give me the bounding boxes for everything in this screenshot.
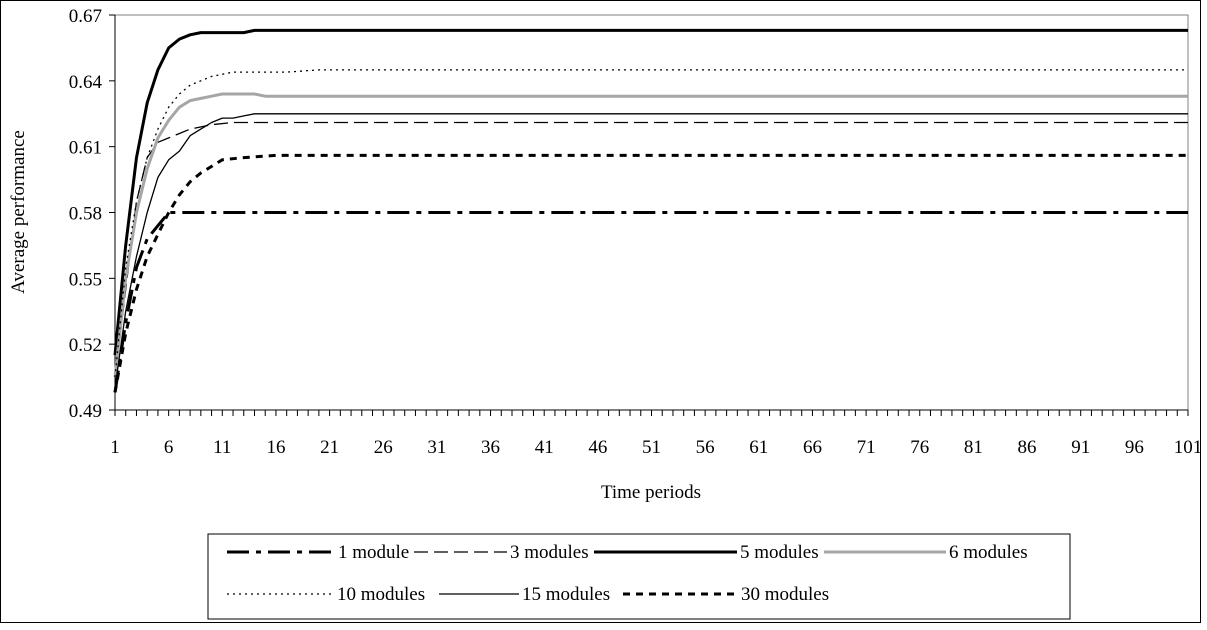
y-tick-label: 0.58 [69,204,102,225]
x-tick-label: 81 [964,437,983,458]
legend-label: 30 modules [741,584,829,605]
x-tick-label: 21 [320,437,339,458]
x-tick-label: 6 [164,437,174,458]
y-axis: 0.49 0.52 0.55 0.58 0.61 0.64 0.67 [69,6,116,422]
x-tick-label: 76 [910,437,929,458]
y-tick-label: 0.67 [69,6,102,27]
y-tick-label: 0.64 [69,72,103,93]
x-tick-label: 36 [481,437,500,458]
y-tick-label: 0.61 [69,138,102,159]
x-tick-label: 61 [749,437,768,458]
series-line-10-modules [114,69,1188,378]
x-tick-label: 91 [1071,437,1090,458]
legend-box [207,533,1071,620]
x-tick-label: 31 [427,437,446,458]
series-layer [113,28,1188,393]
legend-label: 5 modules [740,542,819,563]
legend-label: 1 module [338,542,409,563]
x-tick-label: 56 [696,437,715,458]
legend-label: 6 modules [949,542,1028,563]
x-tick-label: 46 [588,437,607,458]
x-tick-label: 16 [266,437,285,458]
series-line-30-modules [113,153,1188,393]
legend-label: 15 modules [522,584,610,605]
legend-label: 3 modules [510,542,589,563]
x-tick-label: 101 [1174,437,1203,458]
y-tick-label: 0.55 [69,269,102,290]
series-line-5-modules [113,28,1188,356]
y-tick-label: 0.49 [69,401,102,422]
series-line-3-modules [114,121,1188,378]
series-line-15-modules [114,113,1188,389]
series-line-1-module [113,211,1188,393]
legend: 1 module 3 modules 5 modules 6 modules 10 mo… [207,533,1071,620]
x-tick-label: 66 [803,437,822,458]
x-tick-label: 96 [1125,437,1144,458]
x-tick-label: 11 [213,437,231,458]
x-tick-label: 26 [374,437,393,458]
y-tick-label: 0.52 [69,335,102,356]
x-tick-label: 1 [110,437,120,458]
y-axis-label: Average performance [8,130,29,294]
x-axis: 1 6 11 16 21 26 31 36 41 46 51 56 61 66 71 76 81 86 91 96 10… [110,409,1203,458]
x-tick-label: 41 [535,437,554,458]
x-tick-label: 86 [1018,437,1037,458]
legend-label: 10 modules [337,584,425,605]
series-line-6-modules [113,92,1188,378]
x-axis-label: Time periods [601,482,701,503]
x-tick-label: 71 [857,437,876,458]
x-tick-label: 51 [642,437,661,458]
